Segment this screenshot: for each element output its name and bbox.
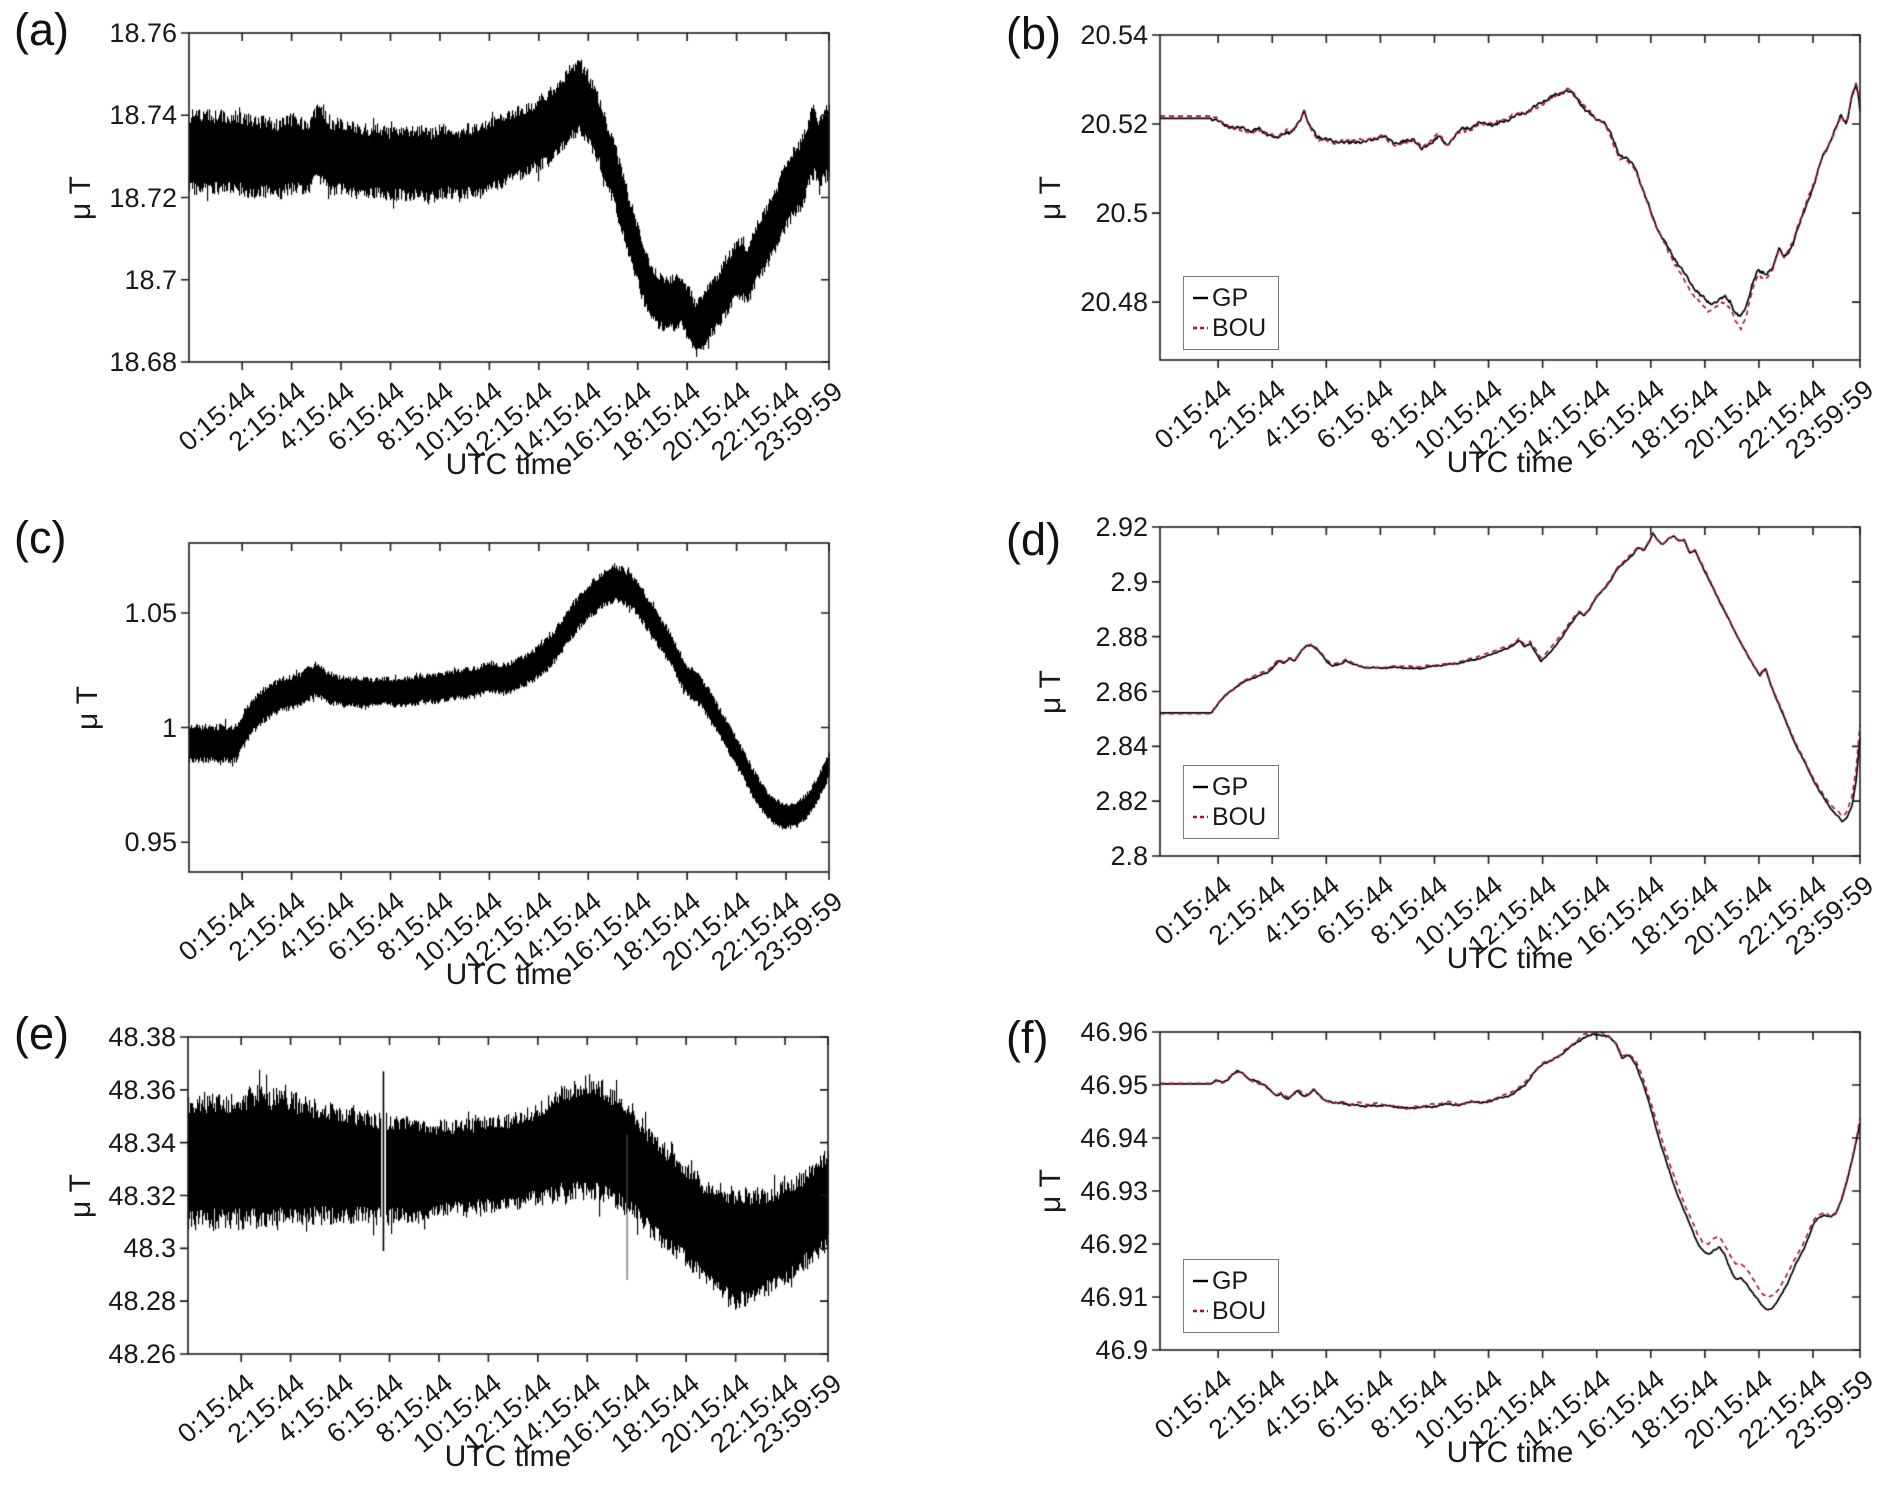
ytick-label-f: 46.95 xyxy=(1080,1070,1148,1100)
ytick-label-f: 46.94 xyxy=(1080,1123,1148,1153)
y-axis-label-c: μ T xyxy=(71,685,104,730)
ytick-label-a: 18.72 xyxy=(109,182,177,213)
legend-label: BOU xyxy=(1212,1297,1267,1325)
ytick-label-e: 48.34 xyxy=(108,1127,176,1158)
x-axis-label-f: UTC time xyxy=(1446,1436,1574,1469)
panel-label-c: (c) xyxy=(14,512,67,563)
ytick-label-f: 46.91 xyxy=(1080,1282,1148,1312)
ytick-label-f: 46.92 xyxy=(1080,1229,1148,1259)
panel-label-d: (d) xyxy=(1006,514,1061,565)
ytick-label-f: 46.96 xyxy=(1080,1017,1148,1047)
legend-dashed-line-icon xyxy=(1193,326,1208,330)
legend-entry-gp-d: GP xyxy=(1192,772,1266,802)
ytick-label-e: 48.36 xyxy=(108,1074,176,1105)
ytick-label-a: 18.7 xyxy=(124,264,177,295)
ytick-label-c: 1.05 xyxy=(124,597,177,628)
ytick-label-d: 2.88 xyxy=(1095,621,1148,652)
ytick-label-e: 48.28 xyxy=(108,1286,176,1317)
legend-b: GP BOU xyxy=(1183,276,1280,350)
ytick-label-b: 20.48 xyxy=(1080,287,1148,318)
panel-label-f: (f) xyxy=(1006,1012,1049,1063)
legend-entry-gp-b: GP xyxy=(1192,283,1266,313)
ytick-label-a: 18.74 xyxy=(109,100,177,131)
legend-solid-line-icon xyxy=(1193,1279,1208,1283)
legend-label: GP xyxy=(1212,773,1249,801)
ytick-label-b: 20.52 xyxy=(1080,109,1148,140)
x-axis-label-e: UTC time xyxy=(444,1440,572,1473)
legend-dashed-line-icon xyxy=(1193,815,1208,819)
ytick-label-d: 2.82 xyxy=(1095,786,1148,817)
legend-solid-line-icon xyxy=(1193,296,1208,300)
legend-f: GP BOU xyxy=(1183,1259,1280,1333)
legend-entry-bou-f: BOU xyxy=(1192,1296,1266,1326)
legend-label: BOU xyxy=(1212,803,1267,831)
legend-entry-bou-b: BOU xyxy=(1192,313,1266,343)
panel-label-b: (b) xyxy=(1006,8,1061,59)
legend-solid-line-icon xyxy=(1193,785,1208,789)
x-axis-label-b: UTC time xyxy=(1446,446,1574,479)
ytick-label-e: 48.26 xyxy=(108,1339,176,1369)
legend-label: GP xyxy=(1212,284,1249,312)
ytick-label-d: 2.86 xyxy=(1095,676,1148,707)
panel-label-a: (a) xyxy=(14,4,69,55)
ytick-label-a: 18.76 xyxy=(109,18,177,48)
legend-dashed-line-icon xyxy=(1193,1309,1208,1313)
ytick-label-b: 20.5 xyxy=(1095,198,1148,229)
ytick-label-a: 18.68 xyxy=(109,347,177,377)
ytick-label-e: 48.38 xyxy=(108,1022,176,1052)
legend-d: GP BOU xyxy=(1183,765,1280,839)
ytick-label-d: 2.8 xyxy=(1110,841,1148,871)
panel-label-e: (e) xyxy=(14,1008,69,1059)
legend-entry-gp-f: GP xyxy=(1192,1266,1266,1296)
ytick-label-e: 48.3 xyxy=(123,1233,176,1264)
x-axis-label-d: UTC time xyxy=(1446,942,1574,975)
ytick-label-d: 2.84 xyxy=(1095,731,1148,762)
ytick-label-c: 0.95 xyxy=(124,827,177,858)
legend-label: BOU xyxy=(1212,314,1267,342)
ytick-label-c: 1 xyxy=(161,712,177,743)
legend-entry-bou-d: BOU xyxy=(1192,802,1266,832)
ytick-label-e: 48.32 xyxy=(108,1180,176,1211)
ytick-label-d: 2.9 xyxy=(1110,566,1148,597)
legend-label: GP xyxy=(1212,1267,1249,1295)
x-axis-label-c: UTC time xyxy=(445,958,573,991)
ytick-label-f: 46.93 xyxy=(1080,1176,1148,1206)
ytick-label-b: 20.54 xyxy=(1080,20,1148,50)
ytick-label-f: 46.9 xyxy=(1095,1335,1148,1365)
x-axis-label-a: UTC time xyxy=(445,448,573,481)
ytick-label-d: 2.92 xyxy=(1095,512,1148,542)
